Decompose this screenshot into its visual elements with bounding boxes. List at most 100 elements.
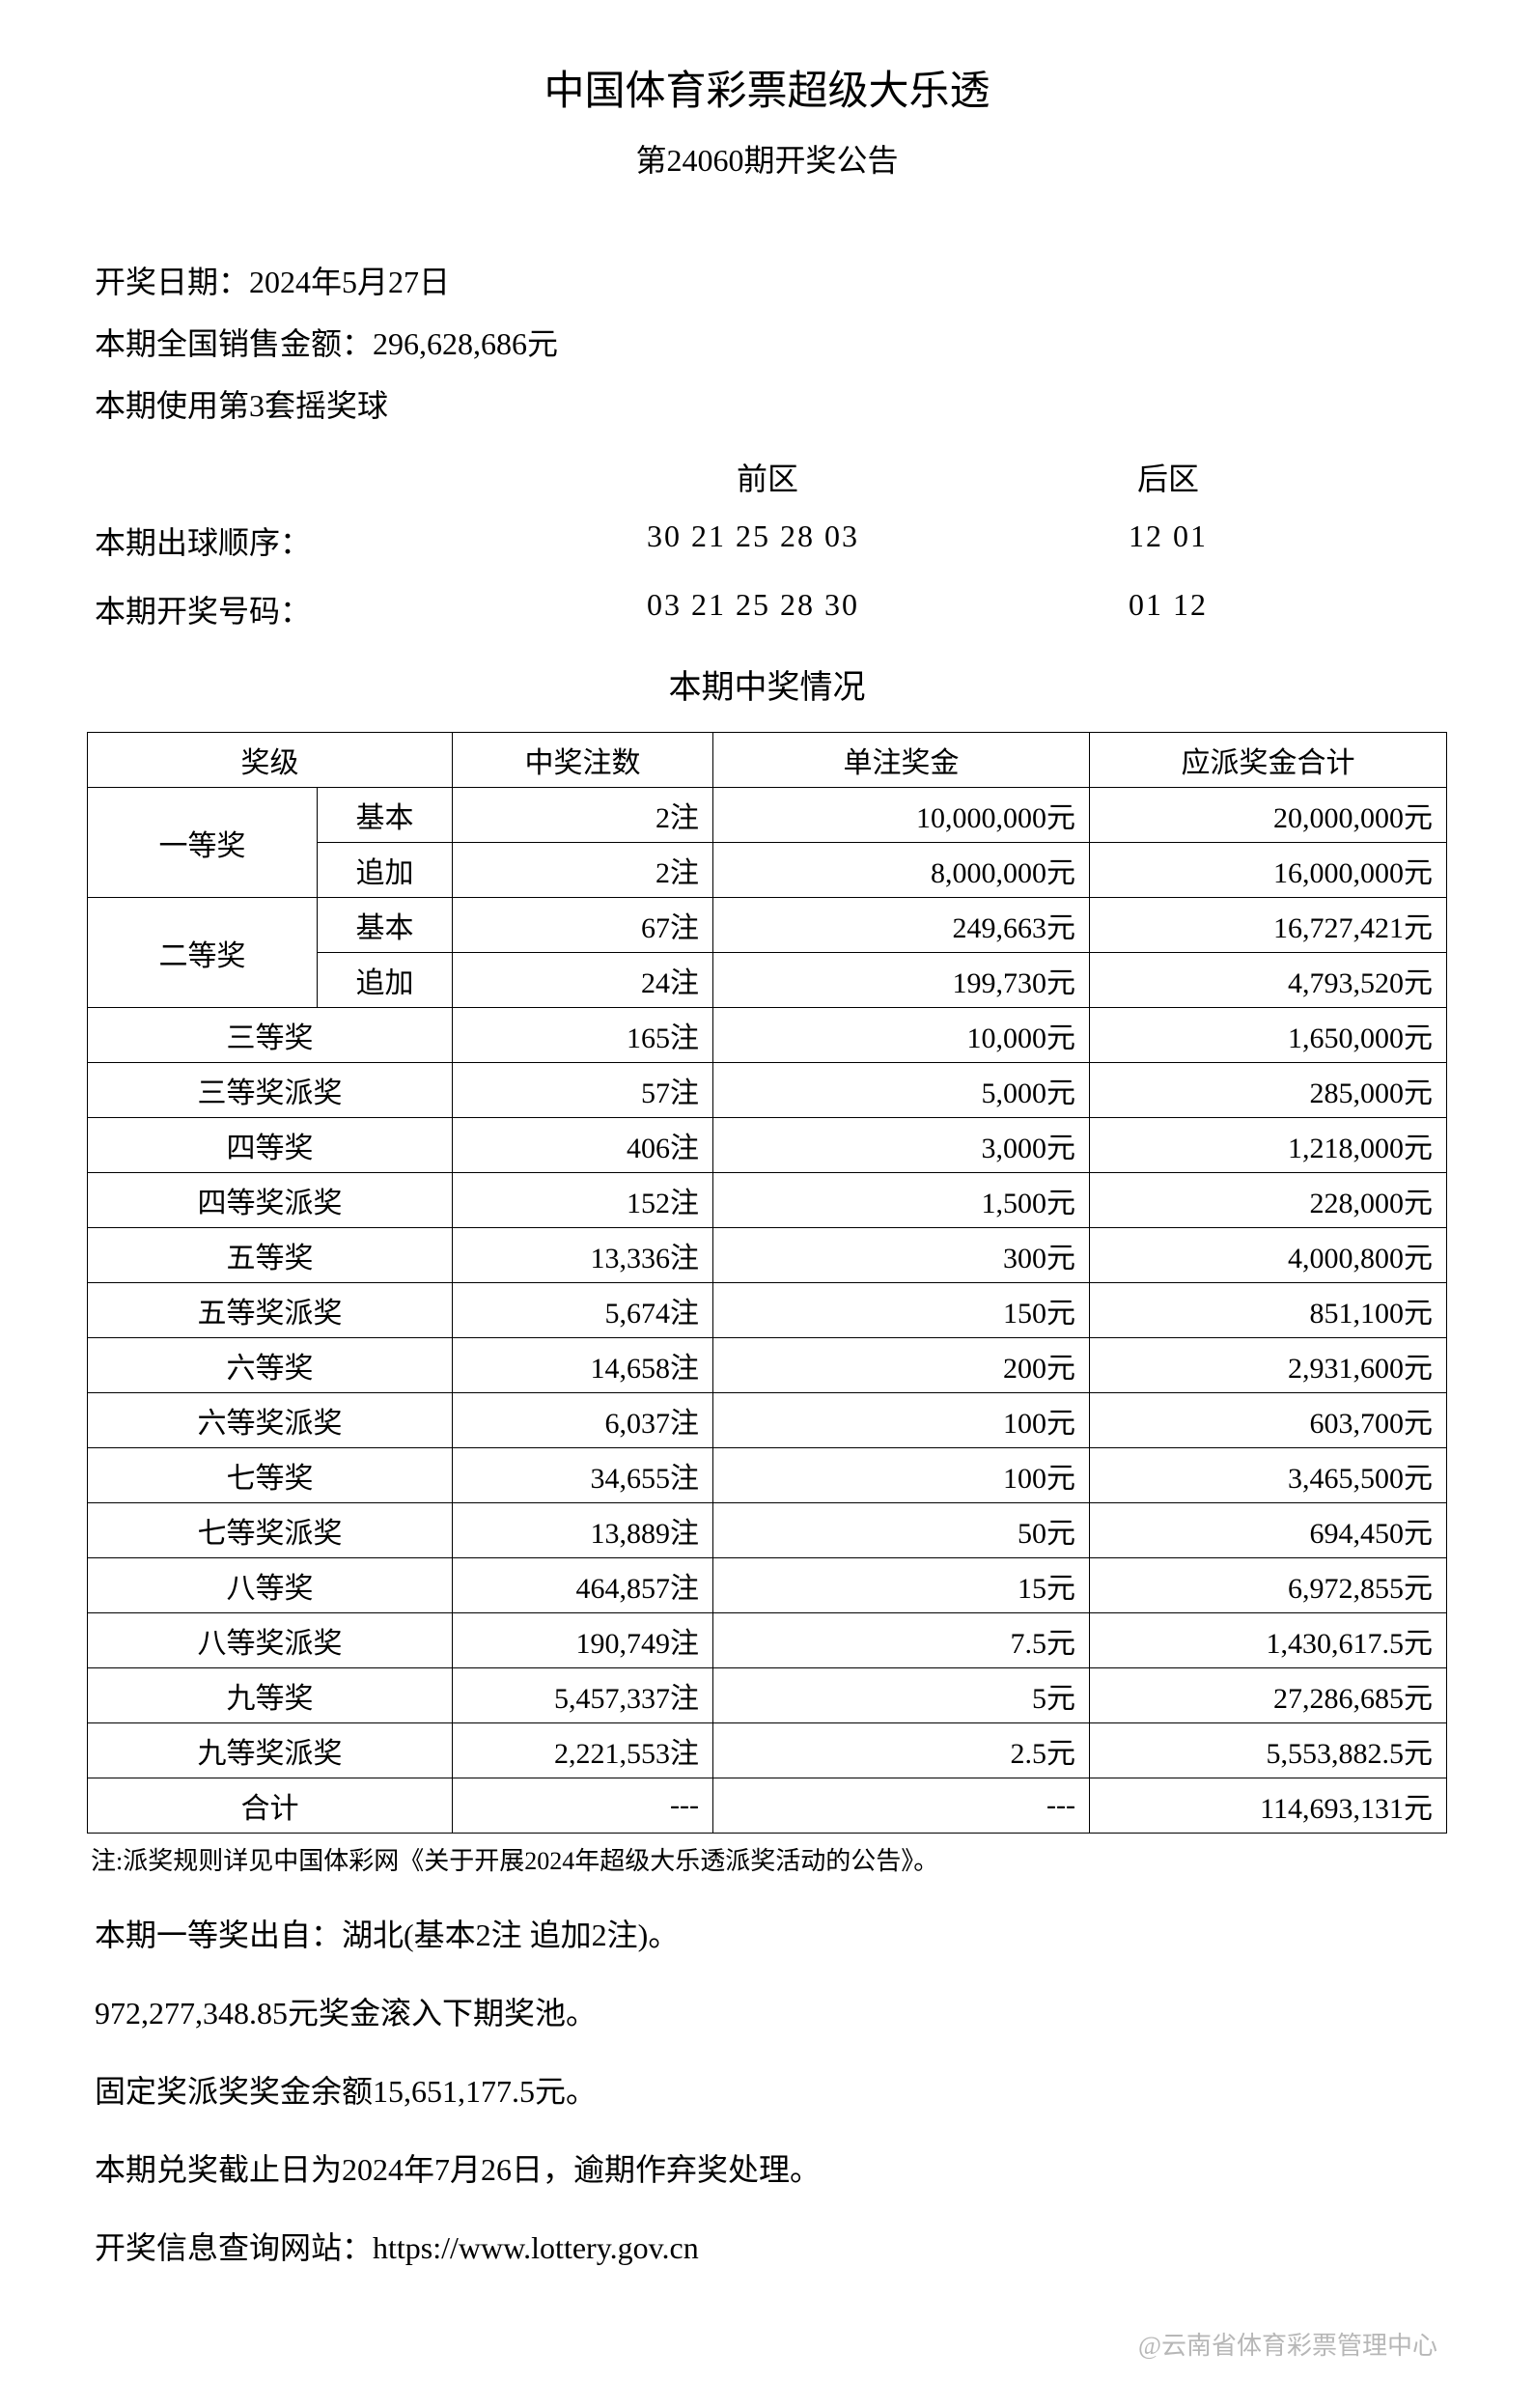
prize-level: 五等奖 bbox=[88, 1228, 453, 1283]
prize-amount: 8,000,000元 bbox=[713, 843, 1090, 898]
table-row: 三等奖 165注 10,000元 1,650,000元 bbox=[88, 1008, 1447, 1063]
table-row: 九等奖派奖 2,221,553注 2.5元 5,553,882.5元 bbox=[88, 1723, 1447, 1778]
results-table: 奖级 中奖注数 单注奖金 应派奖金合计 一等奖 基本 2注 10,000,000… bbox=[87, 732, 1447, 1834]
page-title: 中国体育彩票超级大乐透 bbox=[87, 58, 1447, 117]
prize-level: 八等奖 bbox=[88, 1558, 453, 1613]
prize-total: 16,000,000元 bbox=[1090, 843, 1447, 898]
prize-total: 3,465,500元 bbox=[1090, 1448, 1447, 1503]
prize-amount: 1,500元 bbox=[713, 1173, 1090, 1228]
table-row: 七等奖派奖 13,889注 50元 694,450元 bbox=[88, 1503, 1447, 1558]
prize-amount: 100元 bbox=[713, 1393, 1090, 1448]
table-row: 三等奖派奖 57注 5,000元 285,000元 bbox=[88, 1063, 1447, 1118]
table-row: 八等奖派奖 190,749注 7.5元 1,430,617.5元 bbox=[88, 1613, 1447, 1668]
prize-level: 四等奖派奖 bbox=[88, 1173, 453, 1228]
prize-count: 67注 bbox=[453, 898, 713, 953]
prize-count: 24注 bbox=[453, 953, 713, 1008]
table-header-row: 奖级 中奖注数 单注奖金 应派奖金合计 bbox=[88, 733, 1447, 788]
prize-level: 合计 bbox=[88, 1778, 453, 1834]
col-header-total: 应派奖金合计 bbox=[1090, 733, 1447, 788]
prize-level: 三等奖派奖 bbox=[88, 1063, 453, 1118]
table-row: 五等奖派奖 5,674注 150元 851,100元 bbox=[88, 1283, 1447, 1338]
footer-deadline: 本期兑奖截止日为2024年7月26日，逾期作弃奖处理。 bbox=[87, 2145, 1447, 2190]
ball-set: 本期使用第3套摇奖球 bbox=[87, 381, 1447, 426]
prize-total: 694,450元 bbox=[1090, 1503, 1447, 1558]
footer-fixed-balance: 固定奖派奖奖金余额15,651,177.5元。 bbox=[87, 2067, 1447, 2112]
prize-total: 1,430,617.5元 bbox=[1090, 1613, 1447, 1668]
prize-amount: --- bbox=[713, 1778, 1090, 1834]
prize-count: 5,457,337注 bbox=[453, 1668, 713, 1723]
winning-numbers-label: 本期开奖号码： bbox=[87, 587, 521, 631]
prize-level: 二等奖 bbox=[88, 898, 318, 1008]
winning-numbers-back: 01 12 bbox=[985, 587, 1352, 631]
draw-order-front: 30 21 25 28 03 bbox=[521, 518, 985, 563]
prize-count: 165注 bbox=[453, 1008, 713, 1063]
numbers-section: 前区 后区 本期出球顺序： 30 21 25 28 03 12 01 本期开奖号… bbox=[87, 455, 1447, 631]
prize-total: 6,972,855元 bbox=[1090, 1558, 1447, 1613]
prize-amount: 199,730元 bbox=[713, 953, 1090, 1008]
table-row: 八等奖 464,857注 15元 6,972,855元 bbox=[88, 1558, 1447, 1613]
table-row: 六等奖 14,658注 200元 2,931,600元 bbox=[88, 1338, 1447, 1393]
prize-count: 2,221,553注 bbox=[453, 1723, 713, 1778]
table-row: 一等奖 基本 2注 10,000,000元 20,000,000元 bbox=[88, 788, 1447, 843]
prize-amount: 7.5元 bbox=[713, 1613, 1090, 1668]
prize-level: 七等奖派奖 bbox=[88, 1503, 453, 1558]
watermark: @云南省体育彩票管理中心 bbox=[1138, 2326, 1437, 2362]
prize-amount: 200元 bbox=[713, 1338, 1090, 1393]
prize-count: 13,336注 bbox=[453, 1228, 713, 1283]
prize-level: 四等奖 bbox=[88, 1118, 453, 1173]
table-row: 九等奖 5,457,337注 5元 27,286,685元 bbox=[88, 1668, 1447, 1723]
prize-total: 851,100元 bbox=[1090, 1283, 1447, 1338]
prize-count: 14,658注 bbox=[453, 1338, 713, 1393]
prize-level: 六等奖 bbox=[88, 1338, 453, 1393]
prize-total: 5,553,882.5元 bbox=[1090, 1723, 1447, 1778]
prize-amount: 2.5元 bbox=[713, 1723, 1090, 1778]
prize-count: 34,655注 bbox=[453, 1448, 713, 1503]
table-row: 六等奖派奖 6,037注 100元 603,700元 bbox=[88, 1393, 1447, 1448]
prize-level: 三等奖 bbox=[88, 1008, 453, 1063]
prize-amount: 10,000,000元 bbox=[713, 788, 1090, 843]
prize-sub: 基本 bbox=[318, 898, 453, 953]
prize-total: 603,700元 bbox=[1090, 1393, 1447, 1448]
table-row: 二等奖 基本 67注 249,663元 16,727,421元 bbox=[88, 898, 1447, 953]
prize-amount: 15元 bbox=[713, 1558, 1090, 1613]
prize-amount: 100元 bbox=[713, 1448, 1090, 1503]
prize-amount: 10,000元 bbox=[713, 1008, 1090, 1063]
table-row: 七等奖 34,655注 100元 3,465,500元 bbox=[88, 1448, 1447, 1503]
sales-amount: 本期全国销售金额：296,628,686元 bbox=[87, 320, 1447, 364]
prize-level: 九等奖派奖 bbox=[88, 1723, 453, 1778]
prize-amount: 150元 bbox=[713, 1283, 1090, 1338]
prize-level: 九等奖 bbox=[88, 1668, 453, 1723]
prize-total: 228,000元 bbox=[1090, 1173, 1447, 1228]
draw-date: 开奖日期：2024年5月27日 bbox=[87, 258, 1447, 302]
prize-total: 114,693,131元 bbox=[1090, 1778, 1447, 1834]
prize-total: 4,793,520元 bbox=[1090, 953, 1447, 1008]
prize-count: --- bbox=[453, 1778, 713, 1834]
prize-level: 六等奖派奖 bbox=[88, 1393, 453, 1448]
prize-amount: 5,000元 bbox=[713, 1063, 1090, 1118]
prize-level: 一等奖 bbox=[88, 788, 318, 898]
prize-sub: 基本 bbox=[318, 788, 453, 843]
note: 注:派奖规则详见中国体彩网《关于开展2024年超级大乐透派奖活动的公告》。 bbox=[87, 1841, 1447, 1877]
winning-numbers-front: 03 21 25 28 30 bbox=[521, 587, 985, 631]
front-zone-header: 前区 bbox=[550, 455, 985, 499]
col-header-count: 中奖注数 bbox=[453, 733, 713, 788]
col-header-amount: 单注奖金 bbox=[713, 733, 1090, 788]
prize-total: 1,218,000元 bbox=[1090, 1118, 1447, 1173]
draw-order-back: 12 01 bbox=[985, 518, 1352, 563]
prize-count: 57注 bbox=[453, 1063, 713, 1118]
prize-count: 5,674注 bbox=[453, 1283, 713, 1338]
prize-count: 2注 bbox=[453, 788, 713, 843]
back-zone-header: 后区 bbox=[985, 455, 1352, 499]
prize-count: 152注 bbox=[453, 1173, 713, 1228]
prize-amount: 5元 bbox=[713, 1668, 1090, 1723]
prize-level: 八等奖派奖 bbox=[88, 1613, 453, 1668]
results-title: 本期中奖情况 bbox=[87, 660, 1447, 708]
prize-sub: 追加 bbox=[318, 843, 453, 898]
prize-amount: 50元 bbox=[713, 1503, 1090, 1558]
prize-total: 16,727,421元 bbox=[1090, 898, 1447, 953]
draw-order-label: 本期出球顺序： bbox=[87, 518, 521, 563]
col-header-level: 奖级 bbox=[88, 733, 453, 788]
prize-count: 464,857注 bbox=[453, 1558, 713, 1613]
prize-count: 190,749注 bbox=[453, 1613, 713, 1668]
prize-total: 27,286,685元 bbox=[1090, 1668, 1447, 1723]
